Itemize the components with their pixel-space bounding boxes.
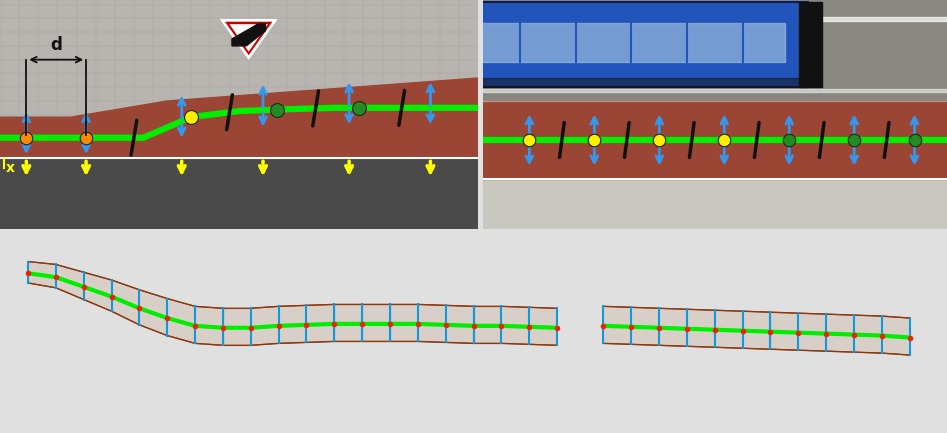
Polygon shape (798, 313, 826, 351)
Polygon shape (418, 304, 446, 343)
Polygon shape (474, 307, 501, 343)
Bar (483, 17, 947, 21)
Bar (460, 2, 808, 87)
Polygon shape (232, 24, 265, 46)
Polygon shape (446, 305, 474, 343)
Polygon shape (334, 304, 362, 341)
Polygon shape (112, 280, 139, 325)
Bar (798, 2, 822, 87)
Polygon shape (195, 307, 223, 346)
Text: d: d (50, 36, 63, 54)
Polygon shape (854, 315, 882, 353)
Polygon shape (771, 312, 798, 350)
Bar (483, 101, 947, 179)
Polygon shape (307, 304, 334, 343)
Bar (483, 0, 947, 101)
Polygon shape (278, 305, 307, 343)
Bar (483, 179, 947, 229)
Polygon shape (390, 304, 418, 341)
Polygon shape (529, 307, 557, 346)
Polygon shape (139, 290, 168, 336)
Text: x: x (6, 161, 15, 174)
Polygon shape (0, 78, 478, 158)
Polygon shape (501, 307, 529, 344)
Polygon shape (28, 262, 56, 288)
Polygon shape (83, 272, 112, 311)
Polygon shape (632, 307, 659, 346)
Polygon shape (603, 307, 632, 344)
Polygon shape (168, 299, 195, 343)
Bar (483, 89, 947, 92)
Polygon shape (362, 304, 390, 341)
Polygon shape (687, 309, 715, 347)
Bar (0, 158, 478, 229)
Polygon shape (56, 265, 83, 300)
Polygon shape (223, 308, 251, 346)
Polygon shape (742, 311, 771, 349)
Polygon shape (229, 24, 268, 52)
Polygon shape (659, 308, 687, 346)
Bar (0, 0, 478, 115)
Polygon shape (223, 20, 276, 58)
Polygon shape (882, 316, 910, 355)
Bar (460, 23, 784, 62)
Polygon shape (251, 307, 278, 346)
Bar (460, 78, 808, 87)
Polygon shape (826, 314, 854, 352)
Polygon shape (715, 310, 742, 348)
